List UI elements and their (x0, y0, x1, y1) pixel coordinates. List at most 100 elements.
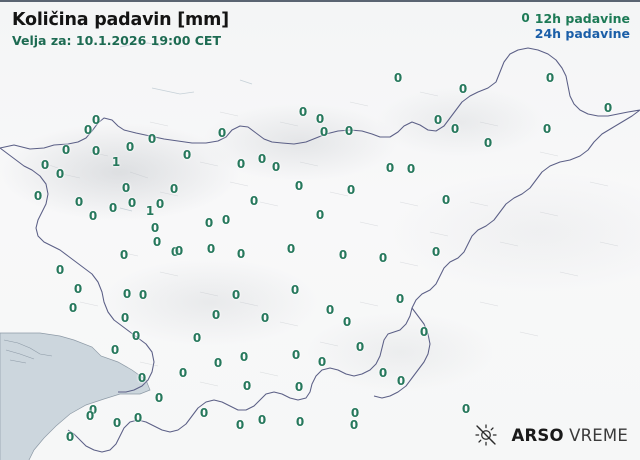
station-value: 0 (249, 194, 259, 208)
station-value: 0 (154, 391, 164, 405)
station-value: 0 (217, 126, 227, 140)
station-value: 0 (235, 418, 245, 432)
station-value: 0 (385, 161, 395, 175)
legend-label-24h: 24h padavine (534, 26, 630, 41)
station-value: 0 (298, 105, 308, 119)
station-value: 0 (119, 248, 129, 262)
adriatic-sea-polygon (0, 332, 151, 460)
station-value: 0 (325, 303, 335, 317)
station-value: 0 (85, 409, 95, 423)
station-value: 0 (378, 251, 388, 265)
station-value: 0 (231, 288, 241, 302)
station-value: 0 (441, 193, 451, 207)
header: Količina padavin [mm] Velja za: 10.1.202… (12, 10, 229, 49)
station-value: 1 (145, 204, 155, 218)
border-west (0, 147, 155, 393)
station-value: 0 (125, 140, 135, 154)
station-value: 0 (91, 113, 101, 127)
station-value: 0 (204, 216, 214, 230)
valid-for-timestamp: Velja za: 10.1.2026 19:00 CET (12, 33, 221, 48)
station-value: 0 (213, 356, 223, 370)
station-value: 0 (74, 195, 84, 209)
station-value: 0 (294, 179, 304, 193)
arso-branding: ARSO VREME (473, 422, 628, 448)
station-value: 0 (211, 308, 221, 322)
station-value: 0 (110, 343, 120, 357)
station-value: 0 (55, 263, 65, 277)
station-value: 0 (33, 189, 43, 203)
station-value: 0 (91, 144, 101, 158)
station-value: 0 (206, 242, 216, 256)
station-value: 0 (236, 157, 246, 171)
page-title: Količina padavin [mm] (12, 10, 229, 30)
station-value: 0 (346, 183, 356, 197)
border-southeast (373, 307, 431, 399)
station-value: 0 (61, 143, 71, 157)
station-value: 0 (182, 148, 192, 162)
station-value: 0 (174, 244, 184, 258)
station-value: 0 (406, 162, 416, 176)
station-value: 0 (294, 380, 304, 394)
legend-label-12h: 12h padavine (534, 11, 630, 26)
station-value: 0 (137, 371, 147, 385)
station-value: 0 (242, 379, 252, 393)
national-border (0, 47, 640, 453)
station-value: 0 (290, 283, 300, 297)
station-value: 0 (260, 311, 270, 325)
station-value: 0 (155, 197, 165, 211)
lagoon-detail (3, 339, 53, 364)
station-value: 0 (108, 201, 118, 215)
station-value: 0 (152, 235, 162, 249)
station-value: 0 (239, 350, 249, 364)
brand-name: ARSO VREME (512, 426, 628, 445)
station-value: 0 (88, 209, 98, 223)
station-value: 0 (349, 418, 359, 432)
station-value: 0 (338, 248, 348, 262)
station-value: 0 (271, 160, 281, 174)
station-value: 0 (458, 82, 468, 96)
station-value: 0 (65, 430, 75, 444)
station-value: 0 (122, 287, 132, 301)
station-value: 0 (603, 101, 613, 115)
station-value: 0 (138, 288, 148, 302)
station-value: 0 (431, 245, 441, 259)
station-value: 0 (257, 152, 267, 166)
station-value: 0 (192, 331, 202, 345)
station-value: 0 (542, 122, 552, 136)
station-value: 0 (315, 112, 325, 126)
station-value: 0 (342, 315, 352, 329)
station-value: 0 (147, 132, 157, 146)
station-value: 0 (199, 406, 209, 420)
brand-name-light: VREME (563, 425, 628, 445)
station-value: 0 (169, 182, 179, 196)
station-value: 0 (319, 125, 329, 139)
legend: 0 12h padavine 24h padavine (521, 11, 630, 41)
river-lines (119, 42, 253, 212)
station-value: 0 (396, 374, 406, 388)
station-value: 0 (355, 340, 365, 354)
station-value: 0 (150, 221, 160, 235)
station-value: 0 (461, 402, 471, 416)
legend-swatch-12h: 0 (521, 11, 530, 25)
station-value: 0 (295, 415, 305, 429)
station-value: 0 (83, 123, 93, 137)
station-value: 0 (236, 247, 246, 261)
station-value: 0 (291, 348, 301, 362)
station-value: 0 (120, 311, 130, 325)
station-value: 0 (112, 416, 122, 430)
station-value: 0 (393, 71, 403, 85)
station-value: 0 (315, 208, 325, 222)
station-value: 0 (378, 366, 388, 380)
station-value: 0 (450, 122, 460, 136)
station-value: 0 (433, 113, 443, 127)
station-value: 0 (317, 355, 327, 369)
legend-item-24h: 24h padavine (521, 26, 630, 41)
station-value: 0 (257, 413, 267, 427)
station-value: 0 (545, 71, 555, 85)
station-value: 0 (68, 301, 78, 315)
station-value: 0 (127, 196, 137, 210)
station-value: 0 (133, 411, 143, 425)
station-value: 0 (40, 158, 50, 172)
station-value: 0 (286, 242, 296, 256)
